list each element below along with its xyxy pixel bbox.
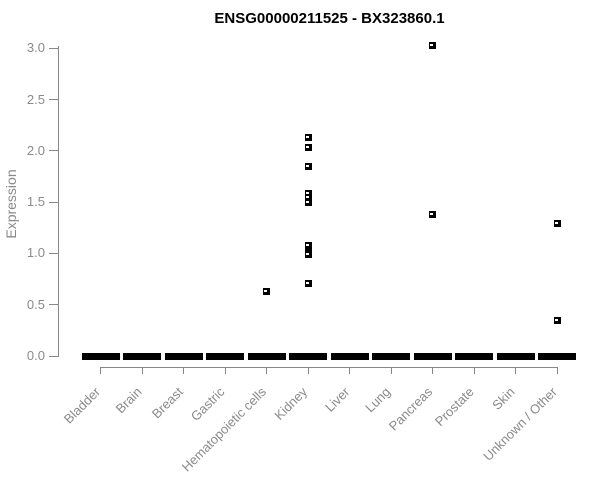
x-tick-mark bbox=[141, 367, 143, 374]
x-tick-label: Breast bbox=[148, 384, 187, 422]
zero-expression-cluster bbox=[206, 352, 245, 360]
x-tick-mark bbox=[307, 367, 309, 374]
y-tick-label: 1.0 bbox=[26, 245, 45, 261]
x-tick-mark bbox=[390, 367, 392, 374]
data-point bbox=[429, 41, 437, 49]
y-tick-mark bbox=[49, 355, 58, 357]
data-point bbox=[304, 198, 312, 206]
x-tick-mark bbox=[224, 367, 226, 374]
data-point bbox=[304, 279, 312, 287]
x-tick-mark bbox=[100, 367, 102, 374]
x-axis-line bbox=[100, 367, 558, 368]
x-tick-label: Lung bbox=[362, 384, 394, 416]
y-tick-label: 1.5 bbox=[26, 194, 45, 210]
zero-expression-cluster bbox=[496, 352, 535, 360]
data-point bbox=[553, 316, 561, 324]
x-tick-mark bbox=[432, 367, 434, 374]
zero-expression-cluster bbox=[413, 352, 452, 360]
y-tick-label: 0.0 bbox=[26, 348, 45, 363]
x-tick-label: Bladder bbox=[60, 384, 104, 427]
zero-expression-cluster bbox=[81, 352, 120, 360]
y-tick-mark bbox=[49, 304, 58, 306]
x-tick-label: Gastric bbox=[187, 384, 228, 424]
y-tick-mark bbox=[49, 99, 58, 100]
y-tick-label: 3.0 bbox=[26, 40, 45, 56]
data-point bbox=[263, 287, 271, 295]
y-tick-label: 0.5 bbox=[26, 296, 45, 312]
y-tick-mark bbox=[49, 252, 58, 254]
zero-expression-cluster bbox=[330, 352, 369, 360]
x-tick-mark bbox=[473, 367, 475, 374]
data-point bbox=[304, 250, 312, 258]
chart-title: ENSG00000211525 - BX323860.1 bbox=[214, 10, 445, 27]
x-tick-label: Kidney bbox=[271, 384, 311, 423]
zero-expression-cluster bbox=[455, 352, 494, 360]
zero-expression-cluster bbox=[123, 352, 162, 360]
data-point bbox=[304, 162, 312, 170]
x-tick-mark bbox=[515, 367, 517, 374]
y-tick-mark bbox=[49, 47, 58, 49]
x-tick-label: Pancreas bbox=[385, 384, 436, 434]
data-point bbox=[304, 194, 312, 202]
data-point bbox=[553, 220, 561, 228]
data-point bbox=[304, 133, 312, 141]
data-point bbox=[304, 190, 312, 198]
zero-expression-cluster bbox=[247, 352, 286, 360]
x-tick-label: Unknown / Other bbox=[479, 384, 560, 464]
x-tick-mark bbox=[183, 367, 185, 374]
x-tick-mark bbox=[266, 367, 268, 374]
data-point bbox=[429, 210, 437, 218]
y-axis-line bbox=[58, 46, 59, 357]
x-tick-mark bbox=[556, 367, 558, 374]
y-tick-label: 2.0 bbox=[26, 142, 45, 158]
y-tick-mark bbox=[49, 201, 58, 203]
zero-expression-cluster bbox=[538, 352, 577, 360]
data-point bbox=[304, 241, 312, 249]
data-point bbox=[304, 144, 312, 152]
zero-expression-cluster bbox=[289, 352, 328, 360]
zero-expression-cluster bbox=[372, 352, 411, 360]
y-tick-mark bbox=[49, 150, 58, 152]
x-tick-label: Prostate bbox=[431, 384, 477, 430]
x-tick-label: Liver bbox=[321, 384, 353, 415]
x-tick-mark bbox=[349, 367, 351, 374]
zero-expression-cluster bbox=[164, 352, 203, 360]
x-tick-label: Skin bbox=[489, 384, 519, 413]
x-tick-label: Brain bbox=[112, 384, 145, 417]
y-tick-label: 2.5 bbox=[26, 91, 45, 107]
